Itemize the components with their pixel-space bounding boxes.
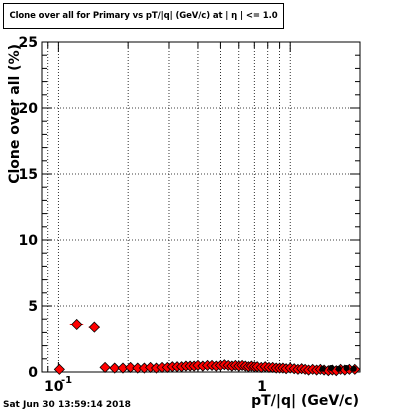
data-point bbox=[343, 365, 350, 372]
y-tick-label: 5 bbox=[28, 299, 38, 315]
x-tick-label-10: 10 bbox=[44, 379, 64, 395]
y-tick-label: 25 bbox=[19, 35, 38, 51]
data-points bbox=[53, 318, 361, 377]
y-axis-label: Clone over all (%) bbox=[7, 44, 23, 184]
title-box: Clone over all for Primary vs pT/|q| (Ge… bbox=[3, 3, 284, 29]
x-tick-label-exponent: -1 bbox=[61, 375, 72, 386]
data-point bbox=[125, 361, 137, 373]
data-point bbox=[109, 362, 121, 374]
y-tick-label: 0 bbox=[28, 365, 38, 381]
y-tick-label: 20 bbox=[19, 101, 39, 117]
x-tick-labels: 10 -1 1 bbox=[44, 375, 267, 395]
data-point bbox=[335, 365, 342, 372]
data-point bbox=[71, 318, 83, 331]
data-point bbox=[53, 363, 65, 375]
x-tick-label-1: 1 bbox=[257, 379, 267, 395]
y-tick-labels: 0 5 10 15 20 25 bbox=[19, 35, 39, 381]
data-point bbox=[99, 361, 111, 373]
x-axis-label: pT/|q| (GeV/c) bbox=[251, 393, 359, 409]
data-point bbox=[319, 365, 326, 372]
y-tick-label: 15 bbox=[19, 167, 38, 183]
chart-title: Clone over all for Primary vs pT/|q| (Ge… bbox=[9, 11, 278, 21]
data-point bbox=[88, 321, 100, 333]
data-point bbox=[328, 365, 335, 372]
axis-ticks bbox=[42, 41, 361, 373]
y-tick-label: 10 bbox=[19, 233, 39, 249]
grid-lines bbox=[42, 42, 361, 372]
data-point bbox=[350, 365, 357, 372]
plot-frame bbox=[41, 41, 361, 373]
timestamp-footer: Sat Jun 30 13:59:14 2018 bbox=[3, 400, 131, 410]
